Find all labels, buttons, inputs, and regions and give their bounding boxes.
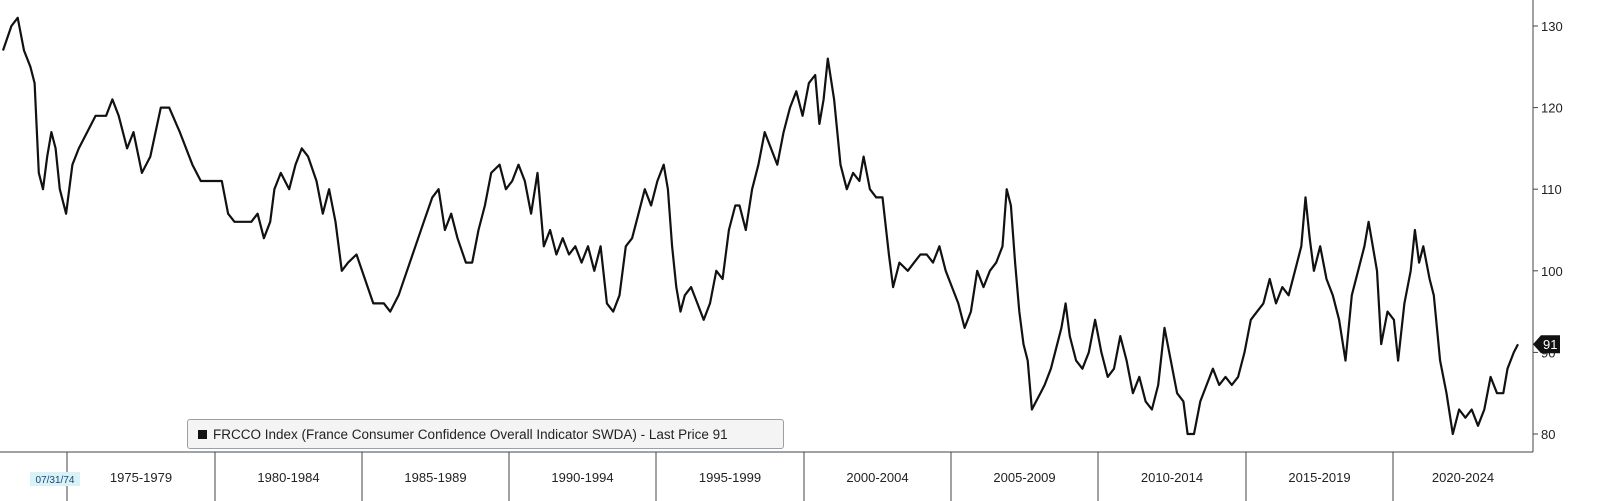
y-tick-label: 100	[1541, 264, 1563, 279]
legend-swatch	[198, 429, 207, 439]
x-period-label: 1985-1989	[404, 470, 466, 485]
y-axis: 809010011012013091	[1532, 0, 1563, 452]
x-period-label: 1980-1984	[257, 470, 319, 485]
legend: FRCCO Index (France Consumer Confidence …	[187, 419, 784, 449]
x-period-label: 2015-2019	[1288, 470, 1350, 485]
x-period-label: 2020-2024	[1432, 470, 1494, 485]
start-date-label: 07/31/74	[36, 475, 75, 486]
legend-series-label: FRCCO Index (France Consumer Confidence …	[213, 426, 728, 442]
y-tick-label: 80	[1541, 427, 1555, 442]
y-tick-label: 120	[1541, 101, 1563, 116]
x-period-label: 2010-2014	[1141, 470, 1203, 485]
series-line	[1, 16, 1519, 436]
last-value-marker	[1533, 335, 1560, 354]
x-period-label: 1975-1979	[110, 470, 172, 485]
x-axis: 1975-1979 1980-1984 1985-1989 1990-1994 1995…	[0, 451, 1533, 501]
last-value-label: 91	[1543, 337, 1557, 352]
x-period-label: 1995-1999	[699, 470, 761, 485]
x-period-label: 1990-1994	[551, 470, 613, 485]
plot-area	[1, 16, 1519, 436]
y-tick-label: 130	[1541, 19, 1563, 34]
start-date-box	[30, 472, 80, 486]
y-tick-label: 110	[1541, 182, 1562, 197]
x-period-label: 2005-2009	[993, 470, 1055, 485]
x-period-label: 2000-2004	[846, 470, 908, 485]
